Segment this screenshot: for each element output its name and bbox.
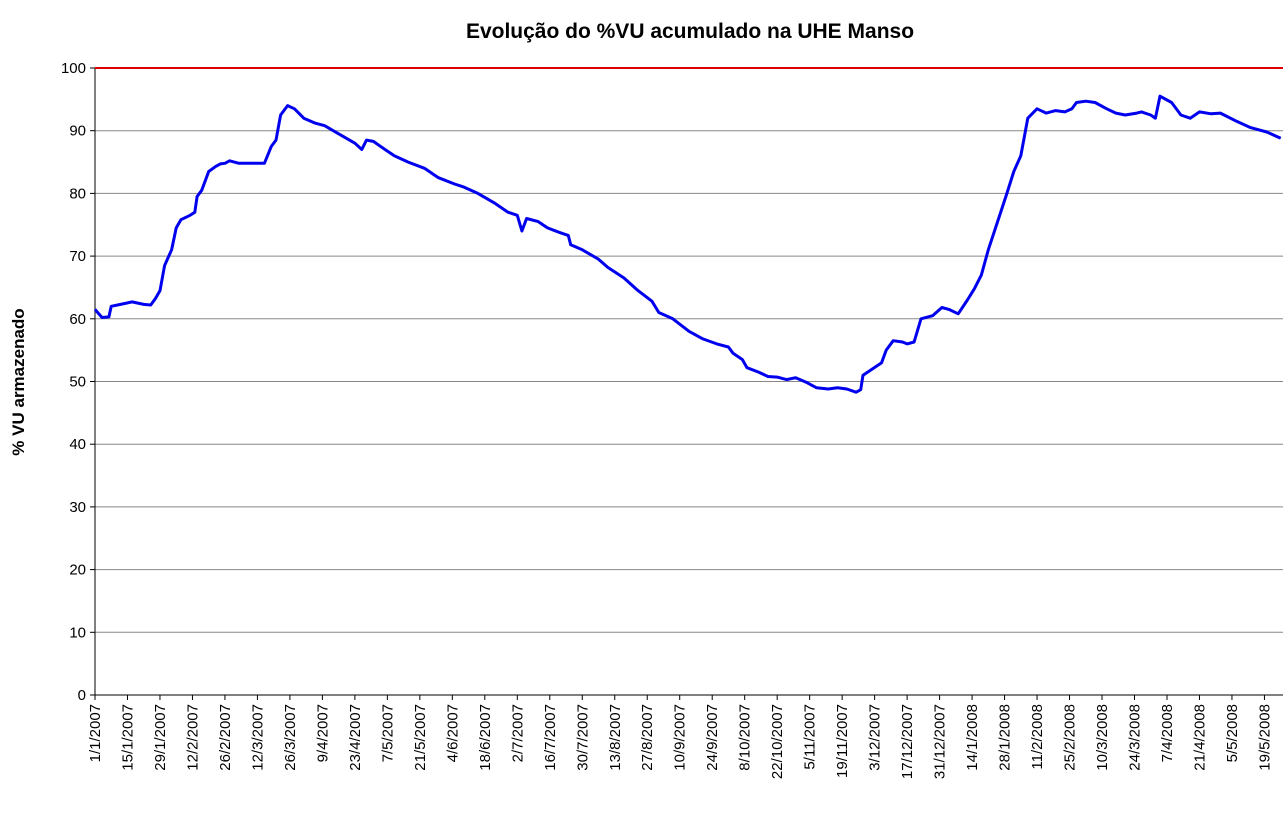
x-tick-label: 14/1/2008 [964,704,981,771]
x-tick-label: 25/2/2008 [1062,704,1079,771]
x-tick-label: 3/12/2007 [867,704,884,771]
y-tick-label: 100 [61,60,86,77]
x-tick-label: 10/3/2008 [1094,704,1111,771]
x-tick-label: 30/7/2007 [574,704,591,771]
x-tick-label: 26/2/2007 [217,704,234,771]
data-line [93,94,1282,394]
x-tick-label: 12/3/2007 [249,704,266,771]
x-tick-label: 12/2/2007 [184,704,201,771]
x-tick-label: 17/12/2007 [899,704,916,779]
x-tick-label: 5/5/2008 [1224,704,1241,762]
y-tick-label: 80 [69,185,86,202]
x-tick-label: 19/5/2008 [1256,704,1273,771]
x-tick-label: 2/7/2007 [509,704,526,762]
x-tick-label: 11/2/2008 [1029,704,1046,770]
x-tick-label: 7/4/2008 [1159,704,1176,762]
x-tick-label: 22/10/2007 [769,704,786,779]
y-tick-label: 40 [69,436,86,453]
x-tick-label: 24/9/2007 [704,704,721,771]
x-tick-label: 21/5/2007 [412,704,429,771]
y-tick-label: 0 [78,687,86,704]
y-axis-title: % VU armazenado [9,308,28,455]
x-tick-label: 31/12/2007 [932,704,949,779]
x-tick-label: 1/1/2007 [87,704,104,762]
x-tick-label: 5/11/2007 [802,704,819,770]
y-tick-label: 20 [69,562,86,579]
x-tick-label: 28/1/2008 [997,704,1014,771]
y-tick-label: 30 [69,499,86,516]
y-tick-label: 60 [69,311,86,328]
x-tick-label: 29/1/2007 [152,704,169,771]
x-tick-label: 8/10/2007 [737,704,754,771]
x-tick-label: 7/5/2007 [379,704,396,762]
x-tick-label: 24/3/2008 [1127,704,1144,771]
x-tick-label: 26/3/2007 [282,704,299,771]
x-tick-label: 27/8/2007 [639,704,656,771]
y-tick-label: 50 [69,374,86,391]
chart-title: Evolução do %VU acumulado na UHE Manso [466,20,914,43]
x-tick-label: 15/1/2007 [119,704,136,771]
x-tick-label: 16/7/2007 [542,704,559,771]
y-tick-label: 90 [69,123,86,140]
x-tick-label: 10/9/2007 [672,704,689,771]
x-tick-label: 19/11/2007 [834,704,851,778]
x-tick-label: 18/6/2007 [477,704,494,771]
x-tick-label: 23/4/2007 [347,704,364,771]
x-tick-label: 21/4/2008 [1191,704,1208,771]
y-tick-label: 10 [69,624,86,641]
x-tick-label: 13/8/2007 [607,704,624,771]
x-tick-label: 4/6/2007 [444,704,461,762]
y-tick-label: 70 [69,248,86,265]
x-tick-label: 9/4/2007 [314,704,331,762]
